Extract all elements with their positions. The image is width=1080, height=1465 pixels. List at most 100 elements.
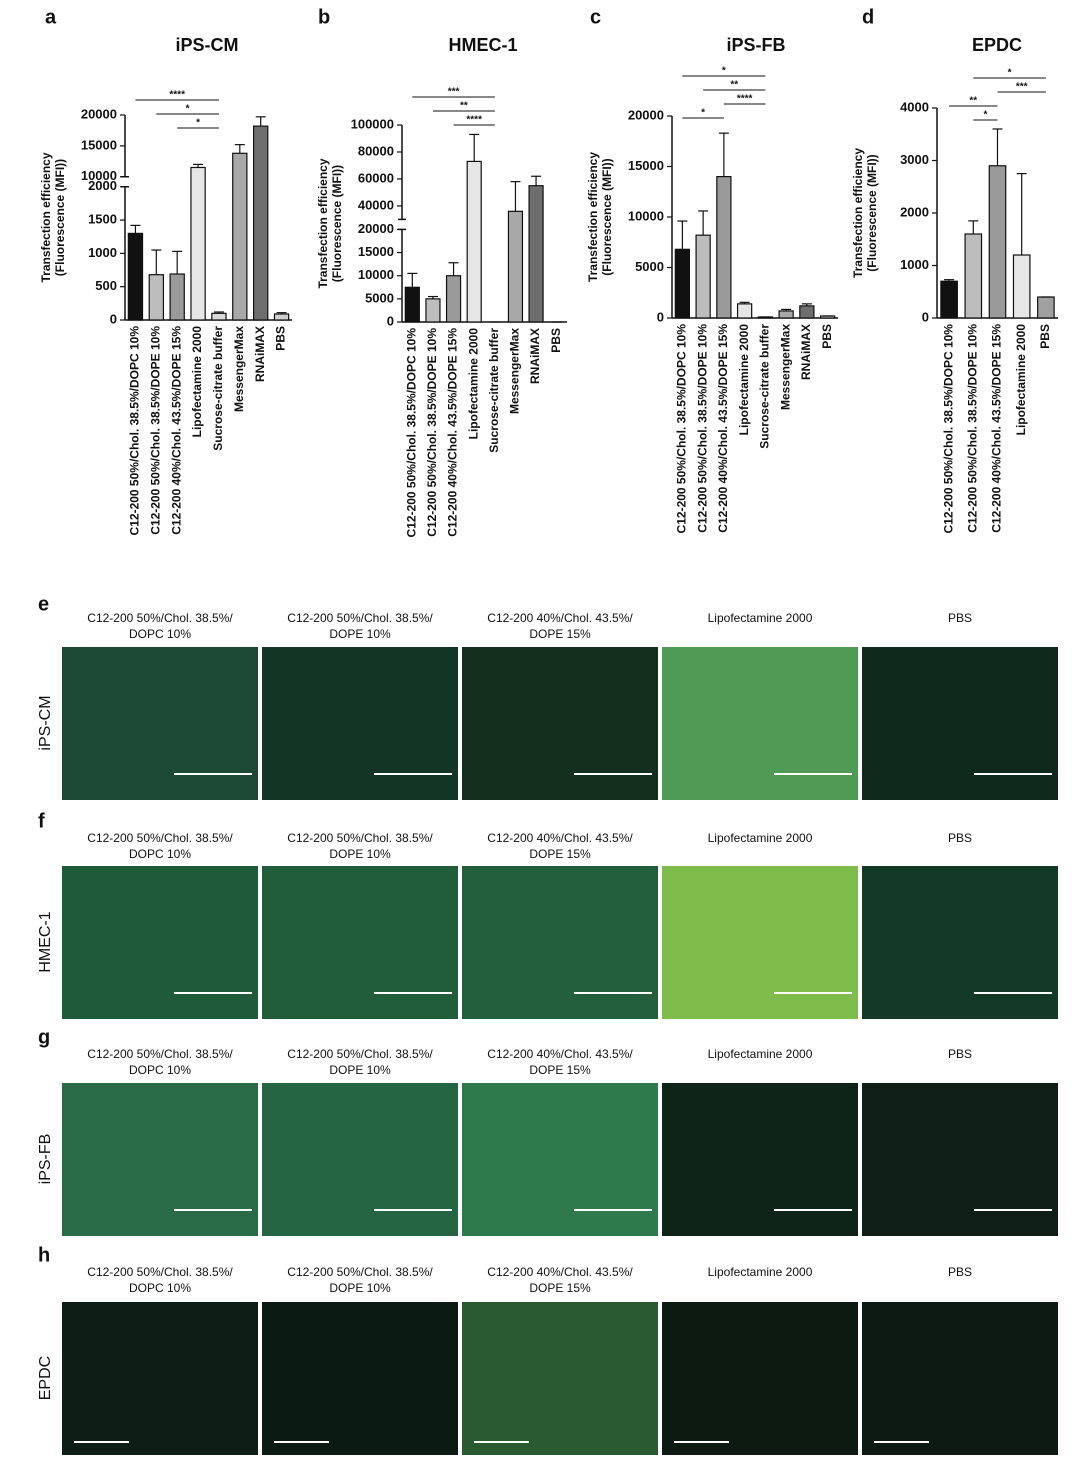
significance-label: ** <box>730 80 738 91</box>
column-label: C12-200 50%/Chol. 38.5%/ <box>87 1047 233 1061</box>
chart-title: iPS-CM <box>176 35 239 55</box>
x-tick-label: MessengerMax <box>778 324 792 410</box>
bar <box>273 313 290 321</box>
y-tick-label: 1000 <box>900 257 929 272</box>
x-tick-label: C12-200 50%/Chol. 38.5%/DOPE 10% <box>965 324 979 533</box>
y-tick-label: 500 <box>95 278 117 293</box>
panel-letter: c <box>590 6 601 28</box>
bar <box>190 166 206 321</box>
y-tick-label: 4000 <box>900 99 929 114</box>
row-label: EPDC <box>37 1356 54 1400</box>
x-tick-label: Sucrose-citrate buffer <box>211 326 225 451</box>
column-label: PBS <box>948 1047 972 1061</box>
significance-label: * <box>983 110 987 121</box>
bar <box>169 273 185 321</box>
significance-label: * <box>701 108 705 119</box>
column-label: C12-200 50%/Chol. 38.5%/ <box>287 1047 433 1061</box>
x-tick-label: C12-200 50%/Chol. 38.5%/DOPE 10% <box>425 328 439 537</box>
x-tick-label: PBS <box>820 324 834 349</box>
micrograph <box>862 647 1058 800</box>
y-tick-label: 10000 <box>628 208 664 223</box>
micrograph <box>862 866 1058 1019</box>
x-tick-label: RNAiMAX <box>528 328 542 384</box>
micrograph <box>262 1302 458 1455</box>
x-tick-label: C12-200 40%/Chol. 43.5%/DOPE 15% <box>446 328 460 537</box>
y-tick-label: 0 <box>922 309 929 324</box>
panel-letter: d <box>862 6 874 28</box>
bar <box>736 303 753 319</box>
micrograph <box>62 1302 258 1455</box>
significance-label: **** <box>466 115 482 126</box>
panel-letter: f <box>38 810 45 832</box>
column-label: DOPE 15% <box>529 627 591 641</box>
bar <box>252 125 269 321</box>
column-label: C12-200 40%/Chol. 43.5%/ <box>487 1047 633 1061</box>
y-tick-label: 1500 <box>88 212 117 227</box>
y-tick-label: 2000 <box>88 178 117 193</box>
micrograph <box>462 1302 658 1455</box>
y-tick-label: 15000 <box>358 244 394 259</box>
micrograph <box>662 647 858 800</box>
column-label: Lipofectamine 2000 <box>708 831 813 845</box>
column-label: DOPC 10% <box>129 847 191 861</box>
y-tick-label: 0 <box>110 311 117 326</box>
y-axis-label: (Fluorescence (MFI)) <box>53 159 67 276</box>
y-tick-label: 20000 <box>358 221 394 236</box>
column-label: Lipofectamine 2000 <box>708 611 813 625</box>
bar <box>940 280 958 319</box>
significance-label: * <box>1008 68 1012 79</box>
x-tick-label: PBS <box>549 328 563 353</box>
y-axis-label: (Fluorescence (MFI)) <box>330 165 344 282</box>
y-tick-label: 15000 <box>628 158 664 173</box>
panel-letter: g <box>38 1026 50 1048</box>
micrograph <box>662 1302 858 1455</box>
significance-label: * <box>186 104 190 115</box>
y-tick-label: 20000 <box>628 107 664 122</box>
column-label: DOPE 10% <box>329 627 391 641</box>
x-tick-label: Lipofectamine 2000 <box>737 324 751 436</box>
x-tick-label: Lipofectamine 2000 <box>1014 324 1028 436</box>
micrograph <box>862 1083 1058 1236</box>
panel-letter: e <box>38 593 49 615</box>
x-tick-label: C12-200 50%/Chol. 38.5%/DOPC 10% <box>675 324 689 534</box>
column-label: C12-200 50%/Chol. 38.5%/ <box>287 611 433 625</box>
bar <box>445 275 462 323</box>
x-tick-label: C12-200 50%/Chol. 38.5%/DOPC 10% <box>128 326 142 536</box>
micrograph <box>62 647 258 800</box>
column-label: DOPC 10% <box>129 1063 191 1077</box>
y-tick-label: 1000 <box>88 245 117 260</box>
column-label: C12-200 50%/Chol. 38.5%/ <box>87 611 233 625</box>
bar <box>799 305 815 319</box>
micrograph <box>462 866 658 1019</box>
x-tick-label: Sucrose-citrate buffer <box>758 324 772 449</box>
x-tick-label: C12-200 50%/Chol. 38.5%/DOPE 10% <box>148 326 162 535</box>
x-tick-label: RNAiMAX <box>799 324 813 380</box>
bar <box>1037 296 1055 319</box>
column-label: DOPE 10% <box>329 1063 391 1077</box>
y-axis-label: Transfection efficiency <box>586 152 600 282</box>
bar <box>404 286 420 323</box>
row-label: iPS-CM <box>37 695 54 750</box>
panel-letter: h <box>38 1244 50 1266</box>
significance-label: *** <box>448 87 460 98</box>
y-tick-label: 100000 <box>351 116 394 131</box>
micrograph <box>262 1083 458 1236</box>
column-label: DOPE 10% <box>329 847 391 861</box>
panel-letter: b <box>318 6 330 28</box>
bar <box>674 248 691 319</box>
row-label: iPS-FB <box>37 1134 54 1185</box>
column-label: C12-200 40%/Chol. 43.5%/ <box>487 611 633 625</box>
bar <box>507 210 524 323</box>
micrograph <box>62 866 258 1019</box>
y-tick-label: 80000 <box>358 143 394 158</box>
y-axis-label: Transfection efficiency <box>851 148 865 278</box>
x-tick-label: C12-200 40%/Chol. 43.5%/DOPE 15% <box>716 324 730 533</box>
bar <box>528 185 544 323</box>
column-label: C12-200 50%/Chol. 38.5%/ <box>87 831 233 845</box>
bar <box>1012 254 1031 319</box>
significance-label: * <box>196 118 200 129</box>
micrograph <box>262 647 458 800</box>
bar <box>964 233 983 319</box>
